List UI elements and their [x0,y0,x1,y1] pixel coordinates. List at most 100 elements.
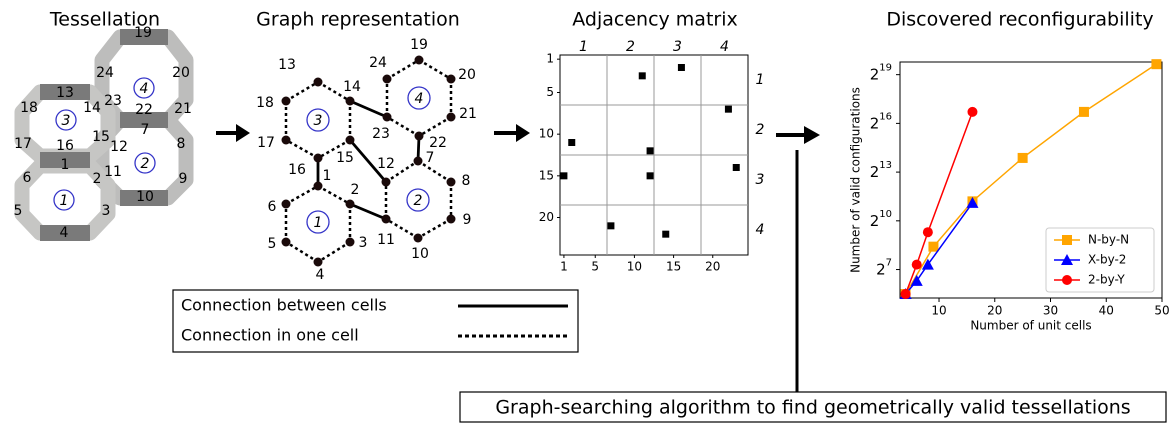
node-label: 4 [316,267,325,283]
x-tick-label: 50 [1154,304,1169,318]
block-label-top: 2 [626,39,635,55]
matrix-entry [607,222,614,229]
tick-exponent: 19 [879,63,892,74]
node [314,154,323,163]
part-label: 6 [23,170,32,186]
part-label: 12 [110,139,128,155]
matrix-entry [662,231,669,238]
marker [1018,153,1028,163]
matrix-entry [647,147,654,154]
edge-within [419,117,451,136]
node-label: 20 [458,67,476,83]
part-label: 2 [93,171,102,187]
marker [923,227,933,237]
node-label: 5 [268,236,277,252]
y-tick-label: 20 [539,210,554,224]
node-label: 6 [268,199,277,215]
part-label: 15 [92,129,110,145]
node [447,215,456,224]
part-label: 5 [14,203,23,219]
x-tick-label: 20 [987,304,1002,318]
panel-title: Adjacency matrix [572,9,738,31]
x-tick-label: 10 [627,260,642,274]
node [447,113,456,122]
node-label: 23 [372,126,390,142]
node-label: 16 [288,162,306,178]
y-tick-label: 5 [546,85,554,99]
node-label: 18 [256,95,274,111]
cell-label: 4 [140,81,149,97]
part-label: 22 [135,102,153,118]
y-tick-label: 213 [870,160,892,181]
y-tick-label: 15 [539,168,554,182]
block-label-right: 3 [756,172,765,188]
part-label: 19 [134,25,152,41]
marker [1062,275,1072,285]
cell-label: 2 [141,156,150,172]
tick-exponent: 13 [879,160,892,171]
x-tick-label: 40 [1099,304,1114,318]
part-label: 4 [60,225,69,241]
algorithm-text: Graph-searching algorithm to find geomet… [495,397,1130,419]
node [314,78,323,87]
node [447,178,456,187]
part-label: 21 [174,101,192,117]
part-label: 3 [102,203,111,219]
node-label: 10 [411,246,429,262]
edge-within [419,60,451,79]
node [414,157,423,166]
node-label: 13 [278,57,296,73]
arrow-head [804,126,820,144]
legend-label: X-by-2 [1088,253,1126,267]
y-tick-label: 1 [546,52,554,66]
node-label: 14 [343,79,361,95]
part-label: 20 [172,65,190,81]
tick-base: 2 [876,260,886,278]
block-label-top: 3 [673,39,682,55]
part-label: 7 [141,122,150,138]
tick-base: 2 [870,211,880,229]
arrow-head [236,124,250,142]
matrix-entry [678,64,685,71]
edge-between [350,101,387,117]
arrow-head [516,124,530,142]
block-label-top: 4 [720,39,729,55]
y-tick-label: 10 [539,127,554,141]
cell-label: 3 [62,113,71,129]
node [346,97,355,106]
node-label: 1 [323,168,332,184]
node [282,238,291,247]
node [382,215,391,224]
matrix-entry [560,172,567,179]
node [447,75,456,84]
node [383,113,392,122]
x-tick-label: 1 [560,260,568,274]
edge-within [318,186,350,204]
edge-within [318,242,350,262]
node-label: 8 [462,173,471,189]
node-label: 17 [257,135,275,151]
edge-within [418,161,451,182]
edge-within [418,219,451,238]
node-label: 15 [336,150,354,166]
edge-within [286,140,318,158]
node-label: 22 [429,135,447,151]
part-label: 8 [177,136,186,152]
edge-within [286,82,318,101]
block-label-right: 1 [756,72,765,88]
x-tick-label: 5 [591,260,599,274]
node-label: 24 [369,55,387,71]
node [414,234,423,243]
y-axis-label: Number of valid configurations [849,87,863,273]
marker [967,107,977,117]
x-tick-label: 30 [1043,304,1058,318]
block-label-top: 1 [579,39,588,55]
node [346,136,355,145]
tick-exponent: 10 [879,209,892,220]
tick-base: 2 [870,65,880,83]
part-label: 1 [61,157,70,173]
block-label-right: 2 [756,122,765,138]
tick-base: 2 [870,163,880,181]
block-label-right: 4 [756,222,765,238]
node-label: 21 [459,106,477,122]
